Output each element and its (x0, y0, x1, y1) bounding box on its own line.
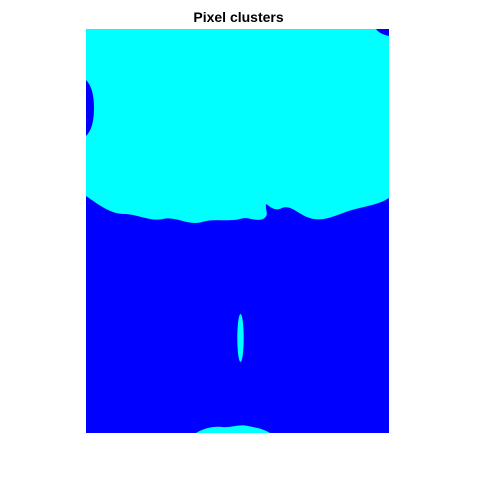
cluster-1-region-upper (86, 29, 389, 223)
cluster-2-speck-top (376, 29, 389, 36)
figure-title: Pixel clusters (193, 9, 284, 25)
cluster-1-region-bottom (196, 425, 270, 433)
cluster-1-region-sliver (237, 314, 244, 362)
